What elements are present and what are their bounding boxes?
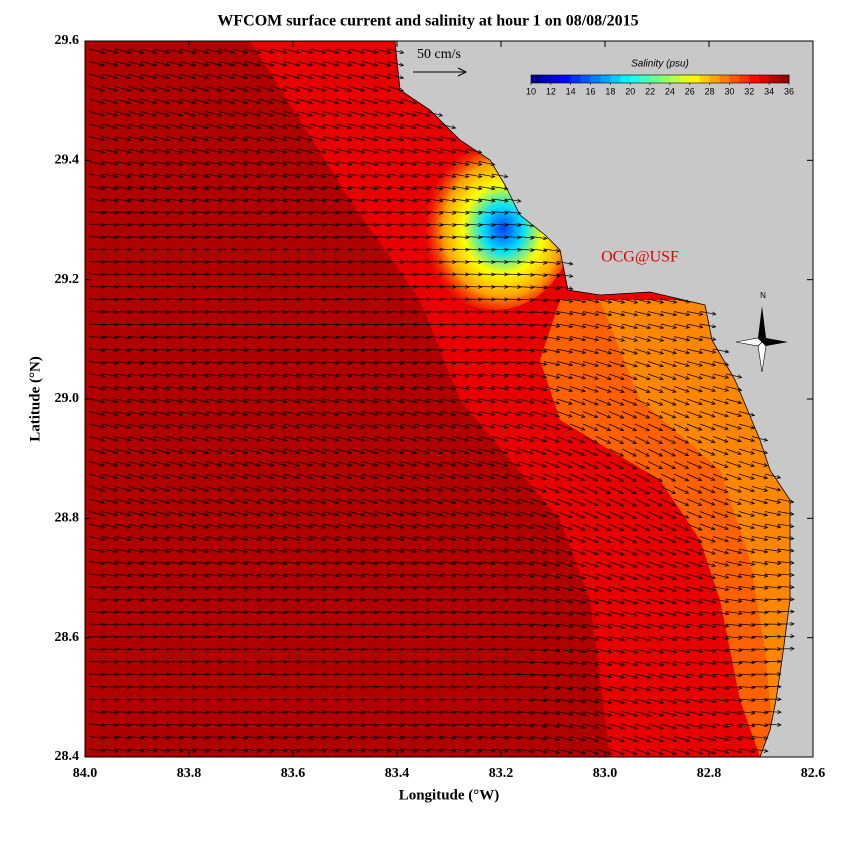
colorbar-tick-label: 16 bbox=[586, 86, 596, 96]
colorbar-tick-label: 30 bbox=[724, 86, 734, 96]
colorbar-cell bbox=[600, 75, 611, 83]
colorbar-cell bbox=[590, 75, 601, 83]
colorbar-tick-label: 10 bbox=[526, 86, 536, 96]
y-tick-label: 29.6 bbox=[55, 33, 80, 48]
x-tick-label: 83.0 bbox=[593, 766, 618, 781]
y-tick-label: 29.2 bbox=[55, 272, 80, 287]
colorbar-cell bbox=[580, 75, 591, 83]
x-tick-label: 82.6 bbox=[801, 766, 826, 781]
colorbar-cell bbox=[709, 75, 720, 83]
colorbar-cell bbox=[699, 75, 710, 83]
y-tick-label: 29.4 bbox=[55, 153, 80, 168]
colorbar-cell bbox=[779, 75, 790, 83]
colorbar-cell bbox=[540, 75, 552, 83]
y-tick-label: 29.0 bbox=[55, 391, 80, 406]
scale-arrow bbox=[413, 67, 468, 77]
coastline bbox=[84, 40, 791, 758]
x-tick-label: 82.8 bbox=[697, 766, 722, 781]
colorbar-cell bbox=[610, 75, 621, 83]
x-tick-label: 83.6 bbox=[281, 766, 306, 781]
colorbar-cell bbox=[570, 75, 581, 83]
y-tick-label: 28.6 bbox=[55, 630, 80, 645]
colorbar-tick-label: 20 bbox=[625, 86, 635, 96]
axes: 84.0 83.8 83.6 83.4 83.2 83.0 82.8 82.6 28.4 28.6… bbox=[55, 33, 826, 781]
colorbar-tick-label: 12 bbox=[546, 86, 556, 96]
colorbar-cell bbox=[650, 75, 661, 83]
colorbar-cell bbox=[739, 75, 750, 83]
colorbar-cell bbox=[689, 75, 700, 83]
colorbar-tick-label: 22 bbox=[645, 86, 655, 96]
colorbar-cell bbox=[759, 75, 770, 83]
x-tick-label: 84.0 bbox=[73, 766, 98, 781]
colorbar-cell bbox=[560, 75, 571, 83]
colorbar-cell bbox=[550, 75, 562, 83]
compass: N bbox=[735, 291, 788, 373]
colorbar-cell bbox=[769, 75, 780, 83]
x-tick-label: 83.4 bbox=[385, 766, 410, 781]
current-vectors bbox=[88, 48, 795, 756]
title: WFCOM surface current and salinity at ho… bbox=[217, 13, 638, 30]
colorbar-tick-label: 14 bbox=[566, 86, 576, 96]
scale-arrow-label: 50 cm/s bbox=[417, 47, 461, 62]
colorbar-cell bbox=[669, 75, 681, 83]
colorbar-tick-label: 32 bbox=[744, 86, 754, 96]
colorbar: 10 12 14 16 18 20 22 24 26 28 30 32 34 36 bbox=[526, 74, 794, 96]
colorbar-tick-label: 34 bbox=[764, 86, 774, 96]
x-axis-label: Longitude (°W) bbox=[399, 787, 500, 803]
colorbar-cell bbox=[729, 75, 740, 83]
colorbar-frame bbox=[530, 74, 790, 84]
compass-north: N bbox=[760, 291, 766, 300]
x-tick-label: 83.2 bbox=[489, 766, 514, 781]
y-tick-label: 28.8 bbox=[55, 511, 80, 526]
colorbar-cell bbox=[620, 75, 631, 83]
colorbar-cell bbox=[660, 75, 671, 83]
colorbar-cell bbox=[640, 75, 651, 83]
colorbar-tick-label: 36 bbox=[784, 86, 794, 96]
colorbar-cell bbox=[630, 75, 641, 83]
y-tick-label: 28.4 bbox=[55, 749, 80, 764]
colorbar-tick-label: 26 bbox=[685, 86, 695, 96]
y-axis-label: Latitude (°N) bbox=[27, 356, 43, 442]
x-tick-label: 83.8 bbox=[177, 766, 202, 781]
colorbar-tick-label: 28 bbox=[705, 86, 715, 96]
colorbar-cell bbox=[719, 75, 730, 83]
colorbar-cell bbox=[531, 75, 542, 83]
colorbar-tick-label: 24 bbox=[665, 86, 675, 96]
colorbar-tick-label: 18 bbox=[605, 86, 615, 96]
colorbar-cell bbox=[749, 75, 760, 83]
colorbar-cell bbox=[679, 75, 691, 83]
colorbar-title: Salinity (psu) bbox=[631, 59, 689, 70]
credit: OCG@USF bbox=[601, 249, 679, 266]
